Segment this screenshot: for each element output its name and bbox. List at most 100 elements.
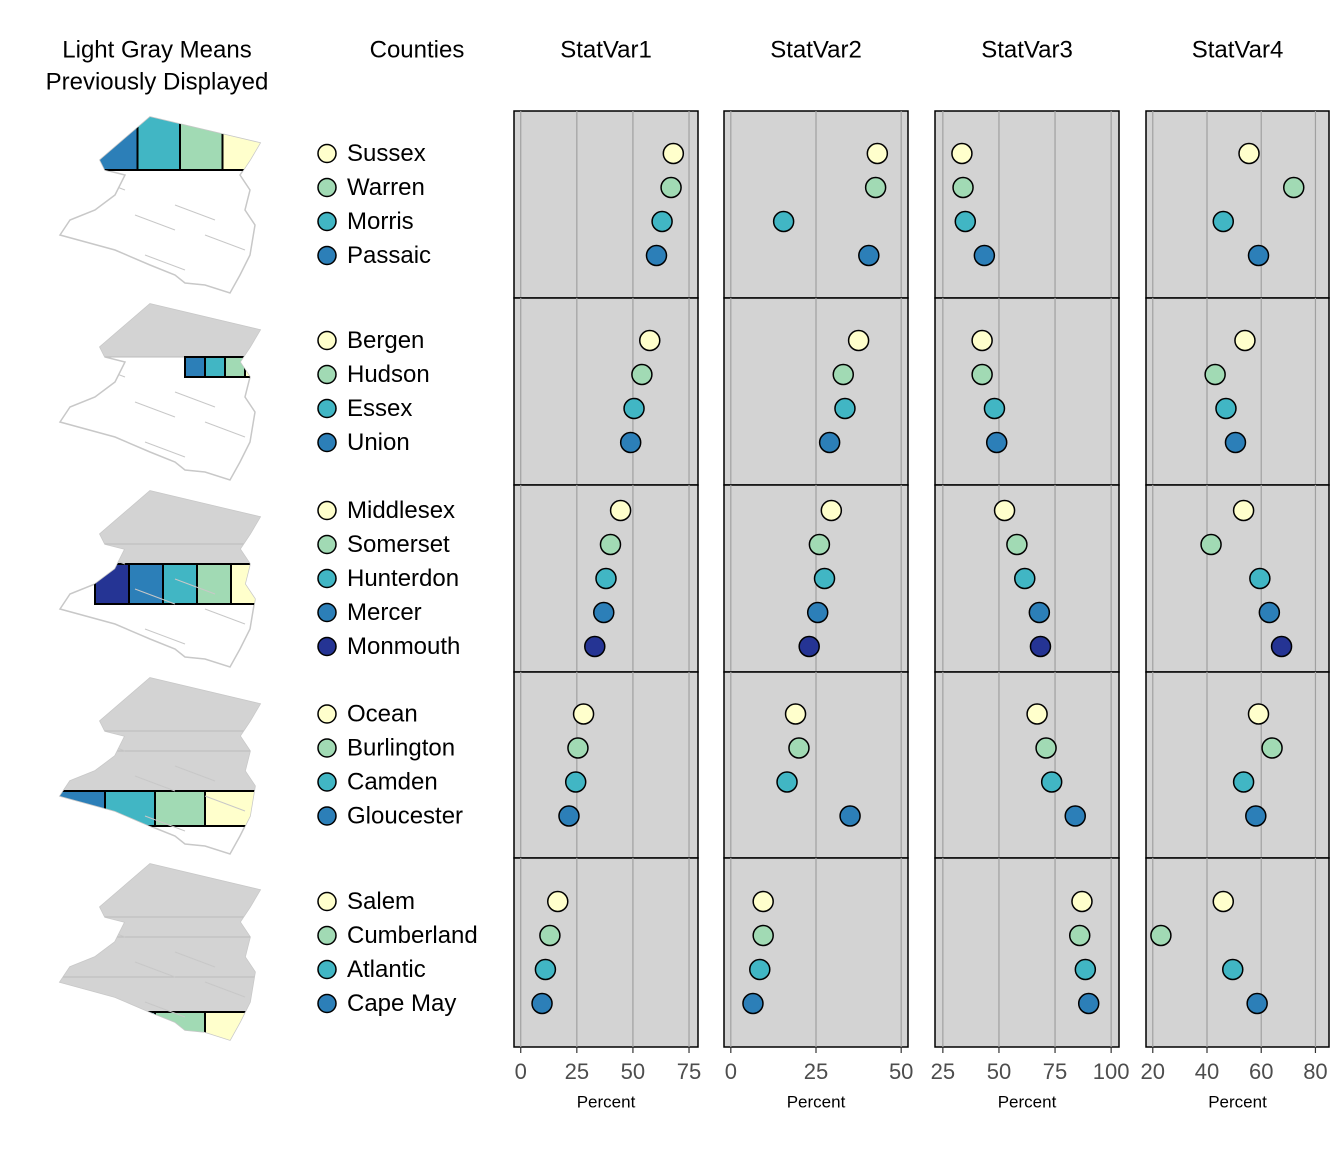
legend-dot: [317, 398, 337, 419]
county-label: Mercer: [347, 599, 422, 626]
x-tick-label: 50: [621, 1059, 645, 1084]
county-label: Middlesex: [347, 497, 455, 524]
map-region: [184, 356, 206, 378]
dot: [531, 992, 553, 1015]
map-border: [134, 961, 176, 978]
county-label: Camden: [347, 768, 438, 795]
dot: [1238, 142, 1260, 165]
dot: [1200, 533, 1222, 556]
map-border: [174, 204, 216, 221]
dot: [539, 924, 561, 947]
dot: [973, 244, 996, 267]
dot: [1077, 992, 1100, 1015]
dot: [813, 567, 836, 590]
map-border: [174, 951, 216, 968]
dot: [818, 431, 841, 454]
map-border: [134, 214, 176, 231]
county-label: Warren: [347, 174, 425, 201]
map-border: [174, 578, 216, 595]
legend-dot: [317, 330, 337, 351]
dot: [609, 499, 632, 522]
dot: [595, 567, 617, 590]
county-label: Passaic: [347, 242, 431, 269]
x-tick-label: 20: [1141, 1059, 1165, 1084]
x-tick-label: 75: [677, 1059, 701, 1084]
dot: [832, 363, 855, 386]
panel-bg: [934, 110, 1120, 299]
map-border: [174, 765, 216, 782]
dot: [1247, 244, 1270, 267]
dot: [584, 635, 606, 658]
dot: [749, 958, 771, 981]
county-label: Ocean: [347, 700, 418, 727]
dot: [631, 363, 653, 386]
x-tick-label: 25: [565, 1059, 589, 1084]
map-region: [154, 790, 206, 827]
x-tick-label: 80: [1303, 1059, 1327, 1084]
county-label: Morris: [347, 208, 414, 235]
dot: [951, 142, 973, 165]
dot: [1249, 567, 1271, 590]
dot: [788, 737, 810, 759]
x-tick-label: 40: [1195, 1059, 1219, 1084]
map: [58, 490, 262, 668]
dot: [1261, 737, 1283, 759]
county-label: Bergen: [347, 327, 424, 354]
county-label: Essex: [347, 395, 412, 422]
x-tick-label: 50: [987, 1059, 1011, 1084]
dot: [1258, 601, 1281, 624]
panel-bg: [513, 671, 699, 859]
dot: [839, 805, 861, 827]
dot: [593, 601, 615, 624]
dot: [1246, 992, 1268, 1015]
dot: [1247, 703, 1270, 725]
dot: [847, 329, 870, 352]
dot: [1283, 176, 1305, 199]
dot: [660, 176, 682, 199]
dot: [742, 992, 764, 1015]
map-border: [204, 981, 246, 998]
x-tick-label: 0: [515, 1059, 527, 1084]
dot: [952, 176, 974, 199]
map-title: Light Gray Means: [62, 36, 251, 63]
dot: [599, 533, 622, 556]
legend-dot: [317, 211, 337, 232]
county-label: Monmouth: [347, 633, 460, 660]
dot: [564, 771, 587, 793]
panel-bg: [934, 857, 1120, 1048]
x-axis-label: Percent: [1208, 1092, 1267, 1111]
legend-dot: [317, 959, 337, 980]
county-label: Cumberland: [347, 922, 478, 949]
dot: [1068, 924, 1091, 947]
dot: [971, 329, 993, 352]
panel-title: StatVar4: [1192, 36, 1284, 63]
panel-bg: [1145, 857, 1330, 1048]
dot: [784, 703, 807, 725]
legend-dot: [317, 891, 337, 912]
map-border: [174, 391, 216, 408]
dot: [1222, 958, 1244, 981]
x-tick-label: 25: [804, 1059, 828, 1084]
dot: [623, 397, 645, 420]
legend-dot: [317, 568, 337, 589]
x-tick-label: 50: [889, 1059, 913, 1084]
panel-bg: [934, 297, 1120, 486]
county-label: Burlington: [347, 734, 455, 761]
dot: [1074, 958, 1097, 981]
dot: [1040, 771, 1063, 793]
dot: [1006, 533, 1028, 556]
x-tick-label: 100: [1093, 1059, 1130, 1084]
dot: [1232, 771, 1255, 793]
county-label: Hudson: [347, 361, 430, 388]
dot: [1150, 924, 1172, 947]
dot: [1204, 363, 1226, 386]
county-label: Atlantic: [347, 956, 426, 983]
map: [58, 677, 262, 855]
dot: [806, 601, 829, 624]
dot: [1029, 635, 1052, 658]
legend-dot: [317, 772, 337, 792]
legend-dot: [317, 177, 337, 198]
dot: [1212, 890, 1235, 913]
map-region: [204, 790, 256, 827]
